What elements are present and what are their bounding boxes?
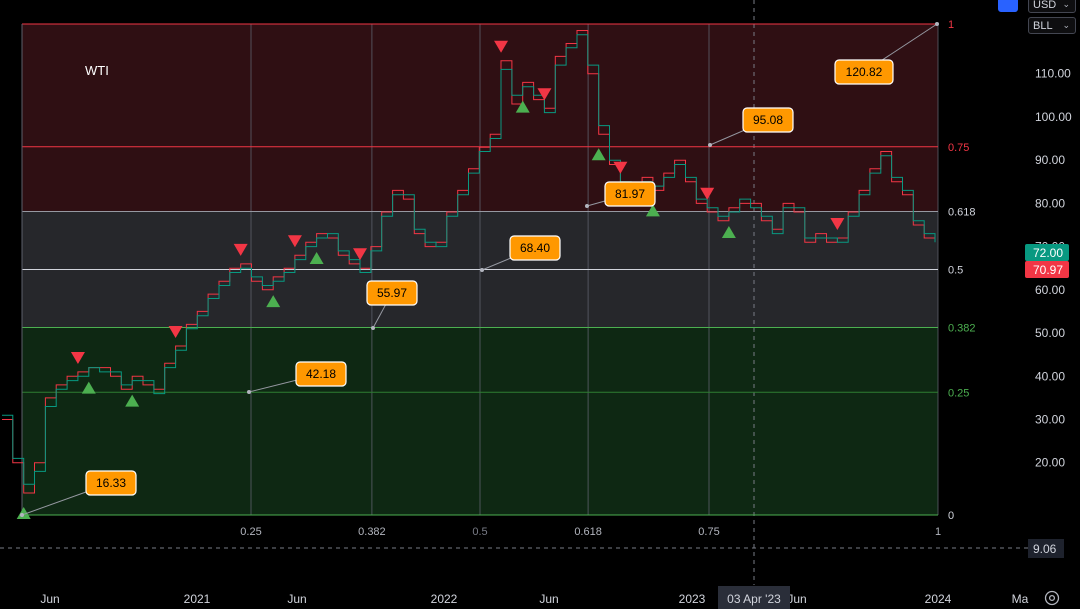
price-tick-label: 30.00 [1035,412,1065,426]
fib-level-label: 0.382 [948,322,976,334]
buy-marker [81,381,96,394]
fib-level-labels: 0 0.25 0.382 0.5 0.618 0.75 1 0.25 0.382 0.5 0.618… [240,19,975,538]
unit-select[interactable]: BLL ⌄ [1028,17,1076,34]
currency-label: USD [1033,0,1057,11]
settings-gear-icon[interactable] [1043,589,1061,607]
fib-time-label: 0.5 [472,526,487,538]
price-tick-label: 60.00 [1035,283,1065,297]
price-tick-label: 110.00 [1035,67,1071,81]
currency-select[interactable]: USD ⌄ [1028,0,1076,13]
annotation-box [85,470,137,496]
annotation-anchor [20,513,24,517]
fib-time-label: 0.382 [358,526,386,538]
unit-label: BLL [1033,19,1053,32]
alert-badge[interactable] [998,0,1018,12]
annotation-label: 81.97 [615,187,645,201]
fib-time-label: 0.75 [698,526,719,538]
sell-marker [353,248,368,261]
sell-marker [233,243,248,256]
annotation-label: 120.82 [846,65,883,79]
sell-marker [168,326,183,339]
fib-time-label: 1 [935,526,941,538]
annotation-box [509,235,561,261]
sell-marker [287,235,302,248]
last-price-badge [1025,261,1069,278]
time-tick-label: 2023 [679,592,706,606]
sell-marker [494,40,509,53]
price-tick-label: 80.00 [1035,196,1065,210]
sell-marker [537,88,552,101]
price-tick-label: 90.00 [1035,153,1065,167]
buy-marker [266,295,281,308]
buy-marker [125,394,140,407]
fib-level-label: 0.5 [948,265,963,277]
last-price-label: 70.97 [1033,263,1063,277]
annotation-label: 55.97 [377,286,407,300]
price-axis[interactable]: 110.00100.0090.0080.0070.0060.0050.0040.… [1025,67,1072,558]
sell-marker [613,161,628,174]
buy-marker [645,204,660,217]
time-tick-label: 2021 [184,592,211,606]
sell-marker [70,351,85,364]
buy-marker [591,148,606,161]
time-tick-label: Jun [287,592,306,606]
fib-time-label: 0.618 [574,526,602,538]
sell-marker [830,217,845,230]
price-tick-label: 20.00 [1035,456,1065,470]
time-axis[interactable]: Jun 2021 Jun 2022 Jun 2023 Jun 2024 Ma 03 Apr '23 [40,586,1029,609]
signal-markers [16,40,845,519]
series-line-open [2,34,936,485]
annotations: 16.33 42.18 55.97 68.40 81.97 95.08 120.82 [20,22,939,517]
price-tick-label: 40.00 [1035,369,1065,383]
annotation-anchor [708,143,712,147]
buy-marker [309,251,324,264]
price-series [2,30,936,494]
low-price-label: 9.06 [1033,542,1057,556]
fib-level-label: 0.25 [948,387,969,399]
annotation-box [742,107,794,133]
fib-level-label: 1 [948,19,954,31]
annotation-box [295,361,347,387]
annotation-label: 42.18 [306,367,336,381]
chevron-down-icon: ⌄ [1062,20,1070,30]
annotation-label: 68.40 [520,241,550,255]
last-price-badge [1025,244,1069,261]
annotation-anchor [247,390,251,394]
chevron-down-icon: ⌄ [1062,0,1070,9]
fib-time-label: 0.25 [240,526,261,538]
sell-marker [700,187,715,200]
last-price-label: 72.00 [1033,246,1063,260]
annotation-anchor [371,326,375,330]
annotation-box [366,280,418,306]
symbol-label: WTI [85,63,109,78]
buy-marker [515,100,530,113]
crosshair-time-badge [718,586,790,609]
annotation-anchor [585,204,589,208]
time-tick-label: Jun [787,592,806,606]
price-tick-label: 50.00 [1035,326,1065,340]
fib-level-label: 0 [948,510,954,522]
time-tick-label: 2022 [431,592,458,606]
annotation-anchor [480,268,484,272]
time-tick-label: Jun [40,592,59,606]
crosshair-time-label: 03 Apr '23 [727,592,781,606]
time-tick-label: 2024 [925,592,952,606]
annotation-anchor [935,22,939,26]
annotation-label: 95.08 [753,113,783,127]
fib-level-label: 0.618 [948,207,976,219]
time-tick-label: Ma [1012,592,1029,606]
time-tick-label: Jun [539,592,558,606]
annotation-box [604,181,656,207]
low-price-badge [1028,539,1064,558]
fib-level-label: 0.75 [948,142,969,154]
buy-marker [721,226,736,239]
buy-marker [16,506,31,519]
annotation-box [834,59,894,85]
price-tick-label: 100.00 [1035,110,1072,124]
annotation-label: 16.33 [96,476,126,490]
